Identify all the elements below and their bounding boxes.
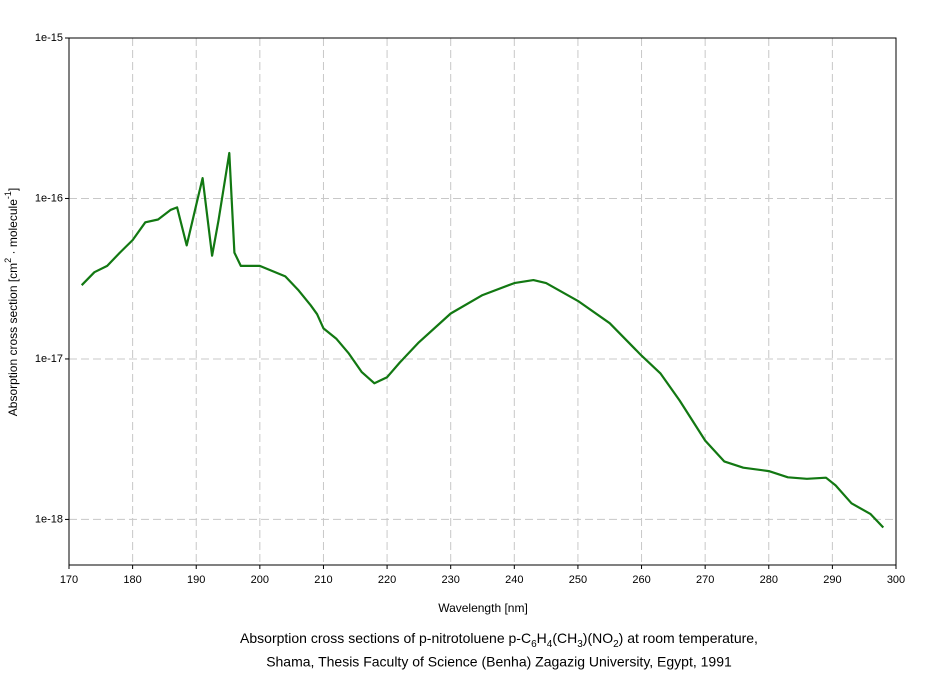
script-text: 2 [613,639,619,650]
plot-area [69,38,896,565]
x-axis-label: Wavelength [nm] [438,601,528,615]
text-part: H [537,630,547,646]
y-tick-label: 1e-18 [35,513,63,525]
y-tick-label: 1e-17 [35,353,63,365]
y-axis-label: Absorption cross section [cm2 · molecule… [3,188,20,416]
text-part: (CH [552,630,577,646]
script-text: 2 [3,258,13,263]
text-part: Absorption cross sections of p-nitrotolu… [240,630,531,646]
x-tick-label: 170 [60,574,78,586]
script-text: 3 [577,639,583,650]
text-part: Absorption cross section [cm [6,263,20,416]
x-tick-label: 280 [760,574,778,586]
script-text: -1 [3,191,13,199]
x-tick-label: 210 [314,574,332,586]
x-tick-label: 200 [251,574,269,586]
x-tick-label: 250 [569,574,587,586]
x-tick-label: 300 [887,574,905,586]
text-part: ) at room temperature, [619,630,758,646]
x-tick-label: 220 [378,574,396,586]
script-text: 6 [531,639,537,650]
x-tick-label: 260 [632,574,650,586]
chart-title: Absorption cross sections of p-nitrotolu… [240,630,758,650]
x-tick-label: 270 [696,574,714,586]
plot-border [68,37,897,566]
x-tick-label: 230 [442,574,460,586]
y-tick-label: 1e-16 [35,192,63,204]
x-tick-label: 180 [123,574,141,586]
text-part: ] [6,188,20,191]
text-part: · molecule [6,199,20,258]
data-line [80,151,885,529]
x-tick-label: 240 [505,574,523,586]
y-tick-label: 1e-15 [35,32,63,44]
chart-subtitle: Shama, Thesis Faculty of Science (Benha)… [266,654,732,670]
x-tick-label: 190 [187,574,205,586]
script-text: 4 [547,639,553,650]
text-part: )(NO [583,630,613,646]
x-tick-label: 290 [823,574,841,586]
